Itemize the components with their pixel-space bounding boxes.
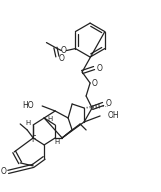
Text: O: O <box>105 99 111 108</box>
Text: O: O <box>58 54 64 63</box>
Text: O: O <box>91 79 97 88</box>
Text: HO: HO <box>23 102 34 110</box>
Text: O: O <box>61 46 66 55</box>
Text: ....: .... <box>101 103 108 108</box>
Text: H: H <box>47 116 53 122</box>
Text: OH: OH <box>108 112 120 120</box>
Text: H̄: H̄ <box>55 139 60 145</box>
Text: F: F <box>31 135 35 144</box>
Text: O: O <box>96 64 102 73</box>
Text: H: H <box>26 120 31 126</box>
Text: O: O <box>0 167 6 176</box>
